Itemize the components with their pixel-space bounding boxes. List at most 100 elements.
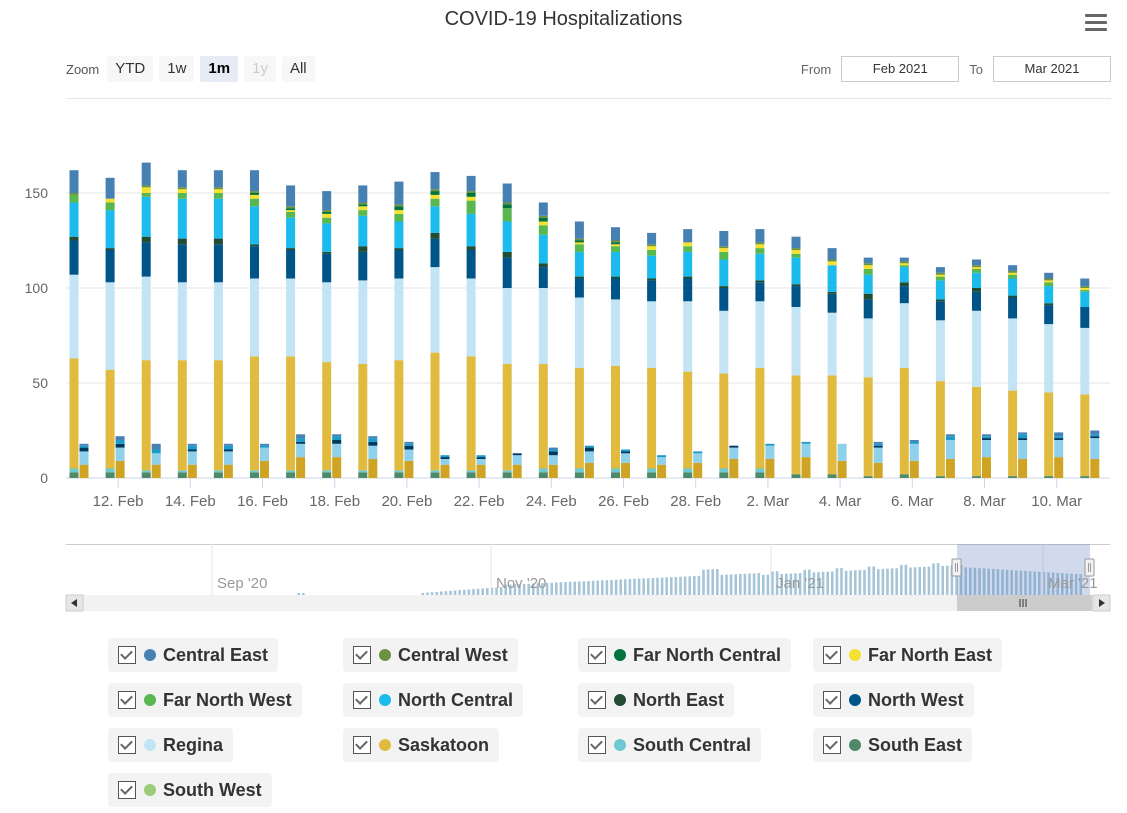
bar-segment[interactable] <box>260 445 269 448</box>
bar-segment[interactable] <box>286 208 296 211</box>
bar-segment[interactable] <box>719 472 729 478</box>
bar-segment[interactable] <box>982 440 991 458</box>
bar-segment[interactable] <box>657 455 667 458</box>
bar-segment[interactable] <box>935 274 945 277</box>
scrollbar-thumb[interactable] <box>957 595 1092 611</box>
bar-segment[interactable] <box>574 238 584 241</box>
scroll-right-button[interactable] <box>1092 594 1111 612</box>
bar-segment[interactable] <box>260 460 269 478</box>
bar-segment[interactable] <box>177 187 187 190</box>
bar-segment[interactable] <box>141 162 151 186</box>
bar-segment[interactable] <box>394 221 404 249</box>
bar-segment[interactable] <box>548 455 558 465</box>
bar-segment[interactable] <box>394 206 404 211</box>
bar-segment[interactable] <box>296 441 306 444</box>
bar-segment[interactable] <box>548 449 558 452</box>
bar-segment[interactable] <box>141 185 151 188</box>
bar-segment[interactable] <box>1090 436 1100 439</box>
bar-segment[interactable] <box>755 282 765 302</box>
bar-segment[interactable] <box>538 217 548 222</box>
bar-segment[interactable] <box>394 278 404 361</box>
bar-segment[interactable] <box>1008 295 1018 298</box>
bar-segment[interactable] <box>250 191 259 193</box>
bar-segment[interactable] <box>69 236 79 241</box>
bar-segment[interactable] <box>404 441 414 444</box>
bar-segment[interactable] <box>611 365 620 469</box>
bar-segment[interactable] <box>574 468 584 473</box>
bar-segment[interactable] <box>322 213 332 218</box>
bar-segment[interactable] <box>322 470 332 473</box>
bar-segment[interactable] <box>611 276 620 279</box>
bar-segment[interactable] <box>791 257 801 285</box>
bar-segment[interactable] <box>611 278 620 300</box>
bar-segment[interactable] <box>972 259 981 266</box>
bar-segment[interactable] <box>982 434 991 437</box>
bar-segment[interactable] <box>863 257 873 264</box>
bar-segment[interactable] <box>69 468 79 473</box>
bar-segment[interactable] <box>213 189 223 193</box>
bar-segment[interactable] <box>430 232 440 239</box>
bar-segment[interactable] <box>115 443 125 448</box>
bar-segment[interactable] <box>647 472 657 478</box>
bar-segment[interactable] <box>105 468 115 473</box>
bar-segment[interactable] <box>322 251 332 254</box>
bar-segment[interactable] <box>250 356 259 471</box>
bar-segment[interactable] <box>105 282 115 370</box>
bar-segment[interactable] <box>683 251 693 277</box>
bar-segment[interactable] <box>358 364 368 471</box>
bar-segment[interactable] <box>611 299 620 366</box>
bar-segment[interactable] <box>466 250 476 279</box>
bar-segment[interactable] <box>863 265 873 269</box>
bar-segment[interactable] <box>187 445 197 450</box>
bar-segment[interactable] <box>538 468 548 473</box>
bar-segment[interactable] <box>611 472 620 478</box>
bar-segment[interactable] <box>322 282 332 363</box>
bar-segment[interactable] <box>368 436 378 439</box>
bar-segment[interactable] <box>1080 291 1090 307</box>
bar-segment[interactable] <box>1018 459 1028 478</box>
bar-segment[interactable] <box>611 244 620 247</box>
bar-segment[interactable] <box>1008 476 1018 478</box>
bar-segment[interactable] <box>574 240 584 243</box>
bar-segment[interactable] <box>1054 436 1064 439</box>
bar-segment[interactable] <box>394 213 404 222</box>
bar-segment[interactable] <box>693 451 703 454</box>
bar-segment[interactable] <box>755 367 765 469</box>
bar-segment[interactable] <box>873 441 883 444</box>
bar-segment[interactable] <box>574 221 584 239</box>
bar-segment[interactable] <box>404 443 414 446</box>
bar-segment[interactable] <box>647 250 657 256</box>
bar-segment[interactable] <box>105 250 115 283</box>
bar-segment[interactable] <box>512 464 522 478</box>
bar-segment[interactable] <box>647 280 657 302</box>
bar-segment[interactable] <box>611 468 620 473</box>
checkbox-checked-icon[interactable] <box>588 736 606 754</box>
bar-segment[interactable] <box>647 301 657 368</box>
bar-segment[interactable] <box>69 202 79 237</box>
bar-segment[interactable] <box>177 238 187 245</box>
zoom-ytd-button[interactable]: YTD <box>107 56 154 82</box>
bar-segment[interactable] <box>187 451 197 465</box>
bar-segment[interactable] <box>611 240 620 243</box>
bar-segment[interactable] <box>827 474 837 478</box>
bar-segment[interactable] <box>574 472 584 478</box>
bar-segment[interactable] <box>476 459 486 465</box>
bar-segment[interactable] <box>647 244 657 247</box>
bar-segment[interactable] <box>972 310 981 387</box>
bar-segment[interactable] <box>177 470 187 473</box>
bar-segment[interactable] <box>358 472 368 478</box>
bar-segment[interactable] <box>476 464 486 478</box>
bar-segment[interactable] <box>1044 305 1054 325</box>
navigator-handle-left[interactable] <box>951 558 962 577</box>
legend-item-far-north-central[interactable]: Far North Central <box>578 638 792 672</box>
bar-segment[interactable] <box>430 206 440 233</box>
bar-segment[interactable] <box>260 443 269 446</box>
bar-segment[interactable] <box>430 472 440 478</box>
navigator[interactable]: Sep '20 Nov '20 Jan '21 Mar '21 <box>0 538 1127 618</box>
bar-segment[interactable] <box>223 464 233 478</box>
checkbox-checked-icon[interactable] <box>118 646 136 664</box>
bar-segment[interactable] <box>1044 476 1054 478</box>
zoom-1w-button[interactable]: 1w <box>159 56 195 82</box>
bar-segment[interactable] <box>719 288 729 311</box>
bar-segment[interactable] <box>755 229 765 243</box>
